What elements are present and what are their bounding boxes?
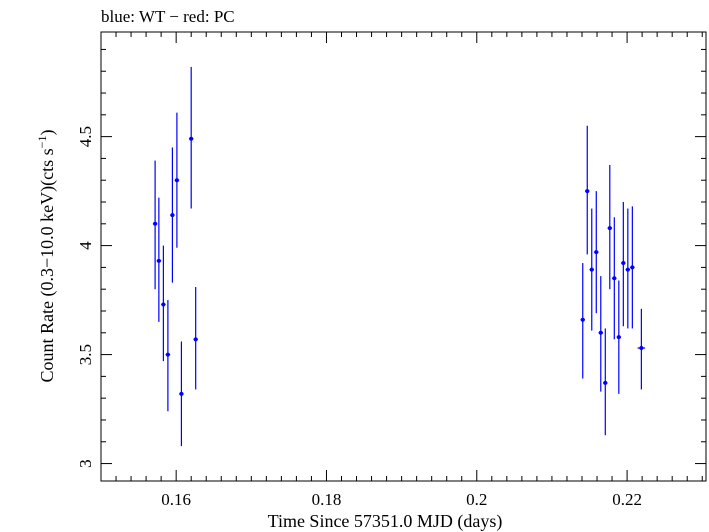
y-axis-label-close: ) <box>37 130 58 136</box>
point-marker <box>189 136 194 141</box>
point-marker <box>598 330 603 335</box>
x-axis-label: Time Since 57351.0 MJD (days) <box>268 511 503 532</box>
plot-frame <box>100 31 707 482</box>
y-axis-label-main: Count Rate (0.3−10.0 keV)(cts s <box>37 148 58 382</box>
point-marker <box>621 261 626 266</box>
x-tick-label: 0.16 <box>161 490 191 509</box>
point-marker <box>585 189 590 194</box>
point-marker <box>603 380 608 385</box>
point-marker <box>170 213 175 218</box>
data-point <box>598 276 604 392</box>
data-point <box>589 208 595 331</box>
data-point <box>580 263 585 379</box>
data-points <box>152 66 646 447</box>
data-point <box>603 328 608 436</box>
point-marker <box>612 276 617 281</box>
data-point <box>170 147 175 283</box>
data-point <box>193 287 198 390</box>
point-marker <box>153 221 158 226</box>
data-point <box>612 217 617 340</box>
data-point <box>174 112 180 248</box>
point-marker <box>625 267 630 272</box>
y-axis-label-superscript: −1 <box>35 136 49 149</box>
point-marker <box>607 226 612 231</box>
x-tick-label: 0.2 <box>466 490 487 509</box>
point-marker <box>156 258 161 263</box>
data-point <box>607 164 613 290</box>
point-marker <box>639 346 644 351</box>
x-tick-label: 0.18 <box>312 490 342 509</box>
y-tick-label: 3.5 <box>76 344 95 365</box>
axis-ticks <box>100 32 706 481</box>
chart-title: blue: WT − red: PC <box>101 7 235 26</box>
point-marker <box>165 352 170 357</box>
x-tick-label: 0.22 <box>612 490 642 509</box>
y-axis-label: Count Rate (0.3−10.0 keV)(cts s−1) <box>35 130 58 383</box>
data-point <box>625 208 631 329</box>
point-marker <box>589 267 594 272</box>
point-marker <box>161 302 166 307</box>
y-tick-label: 4 <box>76 241 95 250</box>
data-point <box>156 197 162 322</box>
data-point <box>152 160 158 290</box>
data-point <box>585 125 590 255</box>
axis-tick-labels: 0.16 0.18 0.2 0.22 3 3.5 4 4.5 <box>76 126 642 509</box>
point-marker <box>174 178 179 183</box>
data-point <box>179 341 184 447</box>
y-tick-label: 4.5 <box>76 126 95 147</box>
data-point <box>630 206 635 329</box>
data-point <box>594 191 599 314</box>
data-point <box>621 202 626 327</box>
y-tick-label: 3 <box>76 459 95 468</box>
point-marker <box>616 335 621 340</box>
data-point <box>188 66 194 209</box>
data-point <box>165 300 171 412</box>
point-marker <box>580 317 585 322</box>
data-point <box>616 280 622 394</box>
point-marker <box>193 337 198 342</box>
point-marker <box>179 391 184 396</box>
point-marker <box>594 250 599 255</box>
point-marker <box>630 265 635 270</box>
data-point <box>161 245 166 362</box>
data-point <box>637 308 646 390</box>
